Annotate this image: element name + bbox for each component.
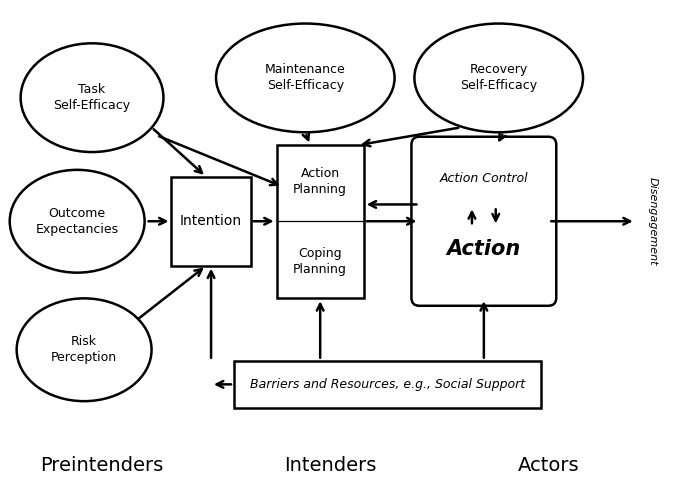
Text: Intention: Intention: [180, 214, 242, 228]
Ellipse shape: [16, 298, 151, 401]
Text: Intenders: Intenders: [284, 456, 376, 475]
Ellipse shape: [10, 170, 145, 273]
Text: Disengagement: Disengagement: [647, 177, 658, 265]
Text: Risk
Perception: Risk Perception: [51, 335, 117, 364]
Text: Action
Planning: Action Planning: [293, 167, 347, 196]
Text: Preintenders: Preintenders: [40, 456, 164, 475]
FancyBboxPatch shape: [171, 177, 251, 266]
FancyBboxPatch shape: [234, 361, 541, 408]
FancyBboxPatch shape: [277, 145, 364, 298]
FancyBboxPatch shape: [412, 137, 556, 306]
Ellipse shape: [216, 23, 395, 132]
Ellipse shape: [414, 23, 583, 132]
Text: Action Control: Action Control: [440, 172, 528, 185]
Text: Recovery
Self-Efficacy: Recovery Self-Efficacy: [460, 63, 537, 92]
Ellipse shape: [21, 43, 164, 152]
Text: Outcome
Expectancies: Outcome Expectancies: [36, 207, 119, 236]
Text: Coping
Planning: Coping Planning: [293, 246, 347, 276]
Text: Maintenance
Self-Efficacy: Maintenance Self-Efficacy: [265, 63, 346, 92]
Text: Actors: Actors: [517, 456, 579, 475]
Text: Barriers and Resources, e.g., Social Support: Barriers and Resources, e.g., Social Sup…: [250, 378, 525, 391]
Text: Action: Action: [447, 239, 521, 259]
Text: Task
Self-Efficacy: Task Self-Efficacy: [53, 83, 131, 112]
